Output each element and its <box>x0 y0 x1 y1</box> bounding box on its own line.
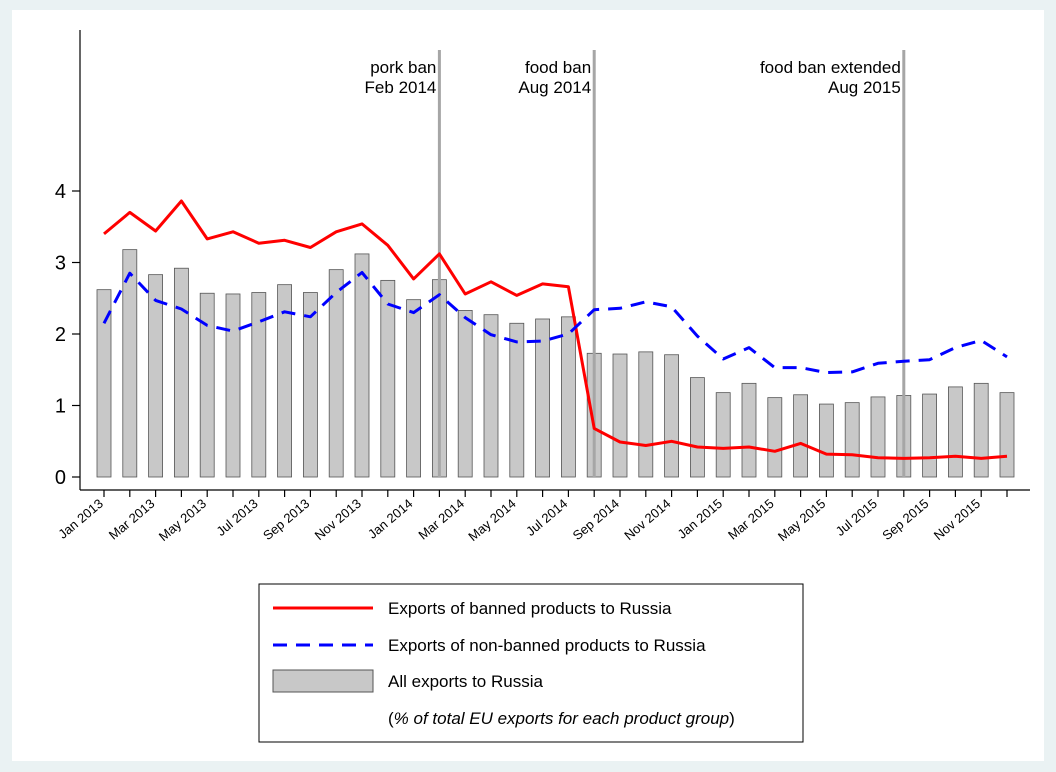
bar-26 <box>767 397 783 478</box>
legend-box <box>258 583 804 743</box>
legend-note-open: ( <box>388 709 394 728</box>
bar-10 <box>354 253 370 478</box>
ban-lines-layer <box>437 50 906 477</box>
bar-4 <box>199 292 215 478</box>
bar-29 <box>844 402 860 478</box>
legend-label-banned: Exports of banned products to Russia <box>388 599 672 618</box>
bar-15 <box>483 314 499 478</box>
legend: Exports of banned products to Russia Exp… <box>258 583 804 743</box>
bar-23 <box>690 377 705 478</box>
bar-8 <box>302 292 318 478</box>
bar-20 <box>612 353 628 478</box>
bar-21 <box>638 351 654 478</box>
annotation-1-line-1: Aug 2014 <box>518 78 591 97</box>
bar-24 <box>715 392 731 478</box>
annotation-1-line-0: food ban <box>525 58 591 77</box>
bar-1 <box>122 249 138 478</box>
bar-22 <box>664 354 679 478</box>
series-line-0 <box>103 199 1008 460</box>
y-tick-label-0: 0 <box>55 467 66 489</box>
bar-6 <box>251 292 267 478</box>
legend-label-all: All exports to Russia <box>388 672 543 691</box>
bar-5 <box>225 293 241 478</box>
bar-32 <box>922 393 937 478</box>
bar-27 <box>793 394 808 478</box>
bar-14 <box>457 310 473 478</box>
bar-17 <box>535 318 550 478</box>
bar-7 <box>277 284 293 478</box>
bar-11 <box>380 279 396 478</box>
bar-34 <box>973 382 989 478</box>
y-ticks-layer: 0 1 2 3 4 <box>55 181 80 489</box>
y-tick-label-4: 4 <box>55 181 66 203</box>
annotation-0-line-1: Feb 2014 <box>365 78 437 97</box>
legend-note-close: ) <box>729 709 735 728</box>
annotation-0-line-0: pork ban <box>370 58 436 77</box>
bar-0 <box>96 289 112 478</box>
legend-note: (% of total EU exports for each product … <box>388 709 735 728</box>
bar-18 <box>561 316 576 478</box>
bar-28 <box>819 403 834 478</box>
y-tick-label-2: 2 <box>55 324 66 346</box>
bar-3 <box>173 267 189 478</box>
annotation-2-line-1: Aug 2015 <box>828 78 901 97</box>
series-line-1 <box>102 271 1008 375</box>
bar-35 <box>999 392 1015 478</box>
legend-note-text: % of total EU exports for each product g… <box>394 709 729 728</box>
bar-12 <box>406 299 422 478</box>
axes-layer <box>79 30 1030 491</box>
bar-25 <box>741 382 757 478</box>
bar-33 <box>948 386 963 478</box>
series-lines-layer <box>102 199 1008 460</box>
legend-swatch-all <box>272 669 374 693</box>
bar-2 <box>148 274 164 478</box>
bar-30 <box>870 396 886 478</box>
y-tick-label-1: 1 <box>55 396 66 418</box>
bar-9 <box>328 269 344 478</box>
legend-label-nonbanned: Exports of non-banned products to Russia <box>388 636 706 655</box>
y-tick-label-3: 3 <box>55 253 66 275</box>
annotation-2-line-0: food ban extended <box>760 58 901 77</box>
bar-16 <box>509 322 525 478</box>
